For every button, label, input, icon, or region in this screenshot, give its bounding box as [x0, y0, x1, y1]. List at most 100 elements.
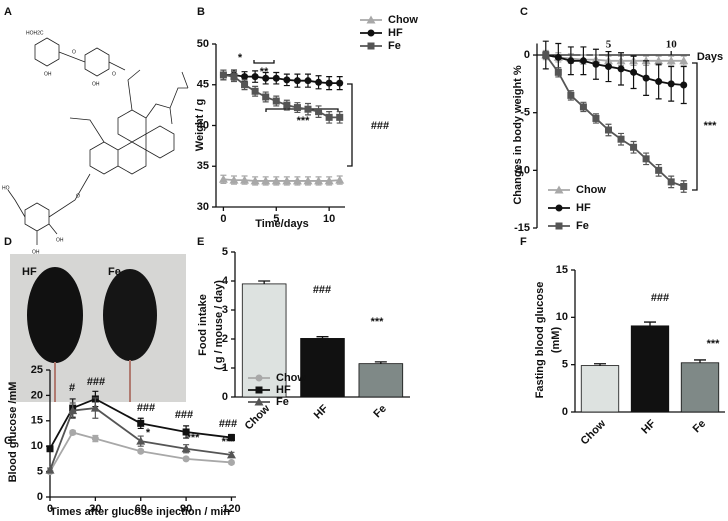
error-bar — [258, 280, 271, 284]
data-point — [592, 60, 600, 68]
x-tick-label: Fe — [371, 403, 389, 421]
data-point — [282, 176, 292, 185]
data-point — [251, 73, 259, 81]
x-tick-label: 30 — [89, 503, 101, 515]
x-tick-label: Chow — [579, 417, 609, 447]
legend-marker — [367, 29, 375, 37]
data-point — [325, 113, 333, 121]
y-tick-label: 5 — [37, 466, 43, 478]
legend-label: Chow — [576, 184, 606, 196]
y-tick-label: 5 — [222, 246, 228, 258]
data-point — [655, 78, 663, 86]
data-point — [315, 78, 323, 86]
data-point — [667, 80, 675, 88]
y-tick-label: 15 — [556, 264, 568, 276]
y-tick-label: 1 — [222, 362, 228, 374]
data-point — [554, 68, 562, 76]
y-tick-label: 4 — [222, 275, 229, 287]
annotation: ** — [260, 66, 269, 78]
series-line — [545, 54, 684, 86]
data-point — [46, 445, 54, 453]
y-tick-label: -10 — [514, 164, 530, 176]
annotation: *** — [297, 115, 311, 127]
atom-label: O — [112, 71, 116, 77]
panel-label: A — [4, 6, 12, 18]
data-point — [261, 176, 271, 185]
legend-label: Fe — [388, 40, 401, 52]
atom-label: OH — [56, 237, 64, 243]
atom-label: O — [76, 193, 80, 199]
y-axis-label: ( g / mouse / day) — [213, 280, 225, 370]
series-line — [545, 54, 685, 188]
y-tick-label: -15 — [514, 222, 530, 234]
data-point — [630, 143, 638, 151]
y-axis-label: Blood glucose /mM — [7, 382, 19, 483]
data-point — [283, 101, 291, 109]
atom-label: HOH2C — [26, 30, 44, 36]
x-tick-label: Fe — [691, 418, 709, 436]
annotation: ### — [175, 409, 193, 421]
annotation: ### — [313, 284, 331, 296]
atom-label: OH — [92, 81, 100, 87]
legend-label: Chow — [388, 14, 418, 26]
series-line — [49, 407, 232, 471]
x-tick-label: 10 — [666, 39, 678, 51]
data-point — [617, 135, 625, 143]
annotation: ### — [87, 376, 105, 388]
y-tick-label: 10 — [31, 440, 43, 452]
data-point — [136, 436, 146, 445]
y-tick-label: 15 — [31, 415, 43, 427]
data-point — [304, 77, 312, 85]
annotation: ### — [219, 418, 237, 430]
legend-label: Fe — [576, 220, 589, 232]
data-point — [227, 434, 235, 442]
data-point — [230, 73, 238, 81]
data-point — [336, 113, 344, 121]
y-tick-label: 0 — [222, 391, 228, 403]
data-point — [241, 73, 249, 81]
data-point — [137, 447, 145, 455]
data-point — [667, 178, 675, 186]
data-point — [642, 155, 650, 163]
error-bar — [694, 359, 706, 363]
data-point — [335, 175, 345, 184]
data-point — [655, 166, 663, 174]
data-point — [567, 57, 575, 65]
series-line — [223, 74, 340, 119]
legend-marker — [254, 397, 264, 406]
legend-marker — [555, 222, 563, 230]
x-tick-label: 10 — [323, 213, 335, 225]
data-point — [592, 114, 600, 122]
x-tick-label: Chow — [243, 402, 273, 432]
y-axis-label: Changes in body weight % — [512, 65, 524, 205]
data-point — [579, 103, 587, 111]
x-axis-label: Time/days — [255, 218, 309, 230]
data-point — [137, 419, 145, 427]
bar — [630, 325, 670, 413]
data-point — [271, 176, 281, 185]
data-point — [617, 65, 625, 73]
y-tick-label: 0 — [562, 406, 568, 418]
legend-label: HF — [388, 27, 403, 39]
atom-label: OH — [44, 71, 52, 77]
data-point — [542, 51, 550, 59]
panel-label: D — [4, 236, 12, 248]
annotation: ### — [371, 120, 389, 132]
annotation: ### — [651, 292, 669, 304]
data-point — [250, 176, 260, 185]
panel-label: B — [197, 6, 205, 18]
data-point — [283, 76, 291, 84]
x-tick-label: 0 — [220, 213, 226, 225]
atom-label: HO — [2, 185, 10, 191]
y-axis-label: Fasting blood glucose — [534, 282, 546, 399]
data-point — [90, 403, 100, 412]
series-line — [49, 397, 232, 450]
data-point — [262, 74, 270, 82]
data-point — [304, 105, 312, 113]
y-tick-label: 0 — [524, 49, 530, 61]
annotation: # — [69, 382, 75, 394]
x-tick-label: HF — [639, 417, 658, 436]
annotation: * — [238, 52, 243, 64]
error-bar — [644, 321, 656, 326]
data-point — [182, 455, 190, 463]
